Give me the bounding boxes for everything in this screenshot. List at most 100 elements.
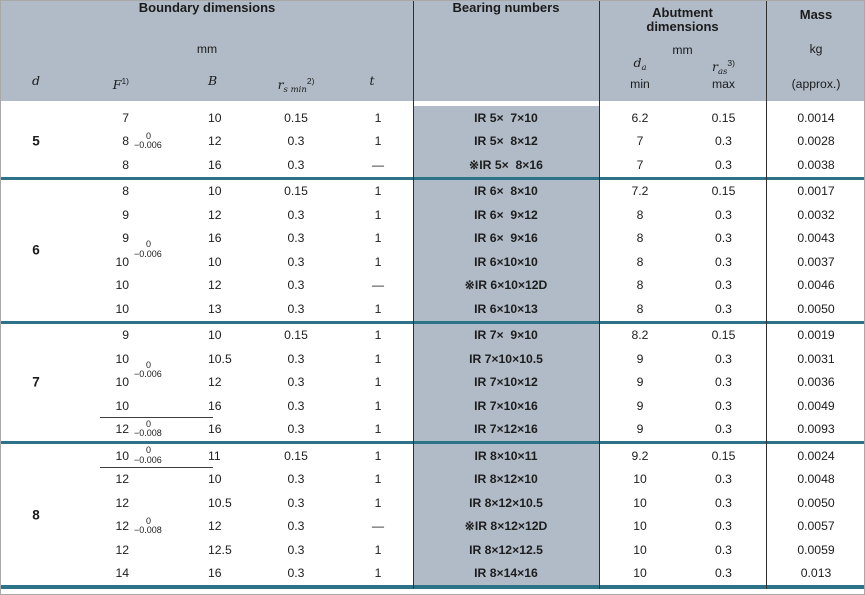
cell-ras-max: 0.3 — [715, 422, 732, 437]
dimension-group-d7: 7 9 10 0.15 1 IR 7× 9×10 8.2 0.15 0.0019 10 10.5 0.… — [1, 323, 864, 441]
cell-t: — — [371, 519, 385, 534]
bore-diameter-value: 5 — [32, 133, 40, 149]
cell-b: 16 — [208, 422, 222, 437]
cell-t: 1 — [374, 254, 382, 269]
f-value: 9 — [122, 231, 129, 246]
f-tolerance: 0 −0.006 — [134, 360, 162, 380]
cell-b: 10 — [208, 184, 222, 199]
f-value: 8 — [122, 184, 129, 199]
cell-rs-min: 0.3 — [287, 134, 305, 149]
tolerance-upper: 0 — [146, 418, 152, 429]
cell-t: 1 — [374, 207, 382, 222]
cell-ras-max: 0.3 — [715, 566, 732, 581]
cell-rs-min: 0.15 — [284, 110, 308, 125]
boundary-dimensions-title: Boundary dimensions — [138, 0, 276, 15]
cell-mass: 0.0049 — [797, 398, 835, 413]
cell-bearing-number: IR 7×10×10.5 — [413, 347, 599, 371]
cell-ras-max: 0.15 — [711, 448, 736, 463]
table-row: 12 10.5 0.3 1 IR 8×12×10.5 10 0.3 0.0050 — [1, 491, 864, 515]
cell-b: 13 — [208, 301, 222, 316]
f-value: 10 — [115, 301, 129, 316]
cell-ras-max: 0.3 — [715, 519, 732, 534]
cell-ras-max: 0.3 — [715, 278, 732, 293]
cell-da-min: 10 — [633, 566, 647, 581]
abutment-title-line1: Abutment — [652, 5, 713, 20]
table-row: 7 10 0.15 1 IR 5× 7×10 6.2 0.15 0.0014 — [1, 106, 864, 130]
cell-f: 10 — [71, 297, 201, 321]
cell-rs-min: 0.3 — [287, 351, 305, 366]
cell-bearing-number: IR 6× 9×12 — [413, 203, 599, 227]
table-row: 10 0 −0.006 12 0.3 1 IR 7×10×12 9 0.3 0.0036 — [1, 360, 864, 394]
cell-mass: 0.0059 — [797, 542, 835, 557]
table-row: 8 16 0.3 — ※IR 5× 8×16 7 0.3 0.0038 — [1, 153, 864, 177]
cell-rs-min: 0.3 — [287, 519, 305, 534]
f-value: 10 — [115, 448, 129, 463]
group-separator-line — [1, 320, 864, 324]
f-value: 9 — [122, 207, 129, 222]
cell-f: 8 0 −0.006 — [71, 130, 201, 154]
cell-da-min: 9 — [636, 375, 644, 390]
tolerance-upper: 0 — [146, 239, 152, 250]
cell-b: 10 — [208, 472, 222, 487]
cell-mass: 0.0050 — [797, 495, 835, 510]
dimension-group-d6: 6 8 10 0.15 1 IR 6× 8×10 7.2 0.15 0.0017 9 12 0.3 1 I… — [1, 179, 864, 321]
cell-mass: 0.0050 — [797, 301, 835, 316]
cell-b: 16 — [208, 398, 222, 413]
f-value: 12 — [115, 495, 129, 510]
mass-unit: kg — [809, 42, 823, 56]
table-row: 8 0 −0.006 12 0.3 1 IR 5× 8×12 7 0.3 0.0028 — [1, 129, 864, 154]
tolerance-lower: −0.006 — [134, 454, 162, 465]
col-header-b: B — [208, 73, 218, 88]
f-value: 12 — [115, 542, 129, 557]
cell-f: 14 — [71, 562, 201, 586]
cell-mass: 0.0037 — [797, 254, 835, 269]
cell-mass: 0.0032 — [797, 207, 835, 222]
cell-b: 12 — [208, 375, 222, 390]
cell-mass: 0.0093 — [797, 422, 835, 437]
cell-t: 1 — [374, 542, 382, 557]
vertical-rule-boundary-bearing — [413, 1, 414, 589]
cell-bearing-number: IR 8×12×10.5 — [413, 491, 599, 515]
tolerance-lower: −0.006 — [134, 369, 162, 380]
col-header-ras: ras3) — [712, 58, 735, 77]
f-tolerance: 0 −0.006 — [134, 240, 162, 259]
f-tolerance: 0 −0.006 — [134, 131, 162, 151]
cell-mass: 0.0048 — [797, 472, 835, 487]
cell-t: — — [371, 157, 385, 172]
cell-rs-min: 0.3 — [287, 231, 305, 246]
cell-rs-min: 0.3 — [287, 566, 305, 581]
dimension-group-d8: 8 10 0 −0.006 11 0.15 1 IR 8×10×11 9.2 0.15 0.0024… — [1, 444, 864, 586]
cell-b: 12 — [208, 278, 222, 293]
cell-ras-max: 0.15 — [711, 184, 736, 199]
cell-da-min: 7 — [636, 134, 644, 149]
cell-b: 12 — [208, 519, 222, 534]
cell-f: 9 — [71, 203, 201, 227]
cell-mass: 0.0038 — [797, 157, 835, 172]
cell-rs-min: 0.3 — [287, 254, 305, 269]
dimension-group-d5: 5 7 10 0.15 1 IR 5× 7×10 6.2 0.15 0.0014 8 0 −0.006… — [1, 106, 864, 177]
cell-da-min: 7.2 — [631, 184, 649, 199]
bore-diameter-value: 8 — [32, 507, 40, 522]
cell-t: 1 — [374, 351, 382, 366]
cell-f: 12 — [71, 468, 201, 492]
cell-b: 16 — [208, 157, 222, 172]
cell-bearing-number: IR 7× 9×10 — [413, 323, 599, 347]
cell-rs-min: 0.3 — [287, 278, 305, 293]
tolerance-lower: −0.008 — [134, 525, 162, 536]
table-row: 12 0 −0.008 16 0.3 1 IR 7×12×16 9 0.3 0.0093 — [1, 417, 864, 441]
cell-da-min: 9 — [636, 351, 644, 366]
cell-ras-max: 0.15 — [711, 328, 736, 343]
cell-bearing-number: IR 7×10×16 — [413, 394, 599, 418]
cell-t: 1 — [374, 184, 382, 199]
table-row: 9 16 0.3 1 IR 6× 9×16 8 0.3 0.0043 — [1, 226, 864, 251]
table-body: 5 7 10 0.15 1 IR 5× 7×10 6.2 0.15 0.0014 8 0 −0.006… — [1, 106, 864, 589]
cell-rs-min: 0.3 — [287, 207, 305, 222]
cell-da-min: 10 — [633, 472, 647, 487]
table-row: 12 12.5 0.3 1 IR 8×12×12.5 10 0.3 0.0059 — [1, 538, 864, 562]
f-value: 9 — [122, 328, 129, 343]
cell-f: 9 — [71, 227, 201, 251]
f-value: 10 — [115, 278, 129, 293]
f-tolerance: 0 −0.008 — [134, 418, 162, 439]
cell-da-min: 8 — [636, 254, 644, 269]
mass-approx-label: (approx.) — [791, 77, 841, 91]
